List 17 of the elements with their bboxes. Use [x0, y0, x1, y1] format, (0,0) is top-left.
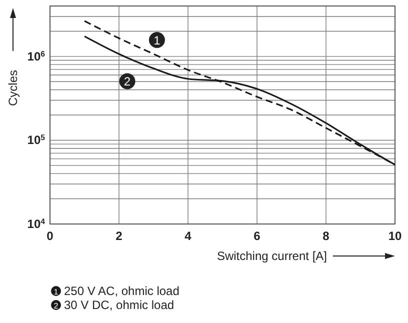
x-tick-label: 4 [184, 229, 192, 243]
y-tick-label: 10$^{4}$ [27, 216, 46, 231]
x-tick-label: 10 [388, 229, 402, 243]
legend-label: 250 V AC, ohmic load [64, 284, 180, 298]
y-tick-label: 10$^{5}$ [27, 132, 46, 148]
x-tick-label: 0 [46, 229, 54, 243]
text: 2 [54, 302, 58, 310]
x-axis-title: Switching current [A] [216, 249, 327, 263]
x-tick-label: 6 [254, 229, 261, 243]
annotation: 2 [124, 74, 131, 89]
legend-label: 30 V DC, ohmic load [64, 298, 174, 312]
annotation: 1 [154, 34, 161, 48]
x-tick-label: 2 [116, 229, 123, 243]
text: 1 [54, 288, 58, 296]
y-axis-title: Cycles [6, 70, 20, 106]
y-tick-label: 10$^{6}$ [27, 48, 46, 64]
x-tick-label: 8 [322, 229, 330, 243]
